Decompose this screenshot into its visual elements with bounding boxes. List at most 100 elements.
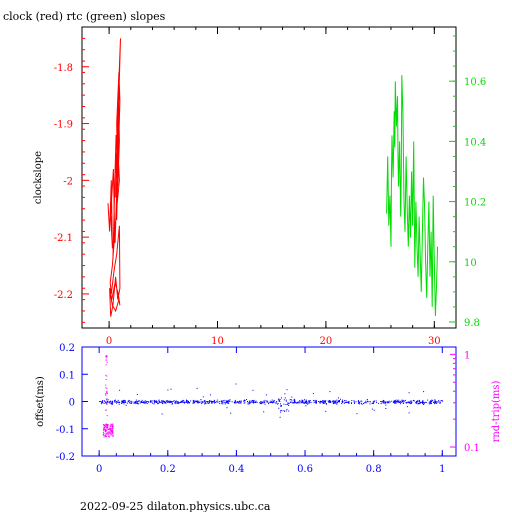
offset-point xyxy=(161,401,163,403)
offset-point xyxy=(150,401,152,402)
offset-point xyxy=(409,402,411,404)
offset-point xyxy=(172,401,174,402)
offset-point xyxy=(329,391,331,393)
offset-point xyxy=(382,400,384,402)
clock-series-line xyxy=(107,38,121,317)
offset-point xyxy=(200,399,202,400)
offset-point xyxy=(281,397,282,399)
offset-point xyxy=(187,402,188,404)
offset-point xyxy=(307,403,309,405)
offset-point xyxy=(285,404,287,405)
rndtrip-point xyxy=(107,433,109,435)
offset-point xyxy=(227,399,229,401)
offset-point xyxy=(361,400,363,402)
offset-point xyxy=(226,401,228,402)
rndtrip-point xyxy=(107,426,109,428)
rndtrip-point xyxy=(103,426,105,428)
offset-point xyxy=(264,403,266,405)
offset-point xyxy=(400,401,402,403)
offset-point xyxy=(186,401,188,403)
offset-point xyxy=(363,402,364,404)
rndtrip-point xyxy=(111,429,113,431)
offset-point xyxy=(434,399,436,401)
offset-point xyxy=(422,403,423,405)
y-tick-label-right: 10.4 xyxy=(464,137,486,148)
offset-point xyxy=(310,402,312,403)
offset-point xyxy=(169,400,171,402)
offset-point xyxy=(292,401,294,403)
offset-point xyxy=(373,401,375,402)
rndtrip-point xyxy=(108,432,110,434)
offset-point xyxy=(367,400,369,402)
offset-point xyxy=(383,402,385,404)
rndtrip-point xyxy=(106,390,108,392)
offset-point xyxy=(135,402,137,404)
offset-point xyxy=(321,401,323,403)
offset-point xyxy=(421,401,422,403)
offset-point xyxy=(308,402,310,404)
offset-point xyxy=(264,402,266,403)
y-tick-label-left: -0.2 xyxy=(56,452,75,463)
offset-point xyxy=(117,402,119,403)
rndtrip-point xyxy=(106,426,108,428)
offset-point xyxy=(146,403,148,405)
offset-point xyxy=(204,401,206,402)
offset-point xyxy=(179,402,181,403)
offset-point xyxy=(244,402,246,404)
offset-point xyxy=(251,402,253,403)
offset-point xyxy=(439,401,441,403)
rndtrip-point xyxy=(103,424,105,425)
offset-point xyxy=(342,399,344,401)
offset-point xyxy=(287,402,289,404)
offset-point xyxy=(273,401,275,403)
offset-point xyxy=(351,400,353,402)
rndtrip-point xyxy=(112,429,114,431)
offset-point xyxy=(202,401,204,403)
offset-point xyxy=(116,401,117,403)
offset-point xyxy=(107,401,109,403)
offset-point xyxy=(209,400,210,402)
offset-point xyxy=(183,402,185,404)
offset-point xyxy=(328,400,330,402)
offset-point xyxy=(210,394,211,396)
offset-point xyxy=(124,400,126,402)
offset-point xyxy=(280,403,281,405)
offset-point xyxy=(169,400,171,402)
offset-point xyxy=(286,408,288,410)
offset-point xyxy=(435,401,437,403)
rtc-series-line xyxy=(386,75,439,317)
offset-point xyxy=(275,402,277,403)
offset-point xyxy=(436,402,438,404)
offset-point xyxy=(222,403,224,405)
offset-point xyxy=(133,402,135,404)
offset-point xyxy=(130,401,132,403)
rndtrip-point xyxy=(105,402,107,404)
offset-point xyxy=(123,399,125,401)
offset-point xyxy=(231,401,233,403)
offset-point xyxy=(365,401,367,403)
offset-point xyxy=(326,403,327,405)
offset-point xyxy=(182,401,184,403)
offset-point xyxy=(281,410,283,412)
offset-point xyxy=(115,401,117,403)
rndtrip-point xyxy=(106,402,108,404)
offset-point xyxy=(125,404,127,406)
offset-point xyxy=(263,411,265,413)
offset-point xyxy=(302,400,304,402)
offset-point xyxy=(354,402,356,404)
offset-point xyxy=(269,400,271,402)
rndtrip-point xyxy=(105,424,107,426)
rndtrip-point xyxy=(112,425,114,427)
offset-point xyxy=(415,402,417,403)
offset-point xyxy=(287,404,289,405)
offset-point xyxy=(359,402,361,404)
offset-point xyxy=(384,401,386,403)
offset-point xyxy=(358,402,360,404)
rndtrip-point xyxy=(105,423,107,425)
offset-point xyxy=(286,389,288,391)
rndtrip-point xyxy=(104,428,106,430)
rndtrip-point xyxy=(112,435,114,437)
rndtrip-point xyxy=(105,425,106,427)
offset-point xyxy=(339,401,340,402)
rndtrip-point xyxy=(112,423,114,425)
